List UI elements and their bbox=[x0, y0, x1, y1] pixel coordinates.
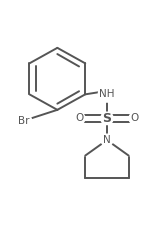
Text: Br: Br bbox=[18, 117, 29, 126]
Circle shape bbox=[15, 113, 32, 130]
Text: NH: NH bbox=[99, 89, 115, 98]
Text: N: N bbox=[103, 135, 111, 145]
Circle shape bbox=[129, 112, 141, 124]
Text: O: O bbox=[131, 113, 139, 123]
Circle shape bbox=[98, 85, 115, 102]
Circle shape bbox=[101, 112, 113, 125]
Circle shape bbox=[101, 134, 113, 146]
Circle shape bbox=[73, 112, 85, 124]
Text: O: O bbox=[75, 113, 83, 123]
Text: S: S bbox=[102, 112, 111, 125]
